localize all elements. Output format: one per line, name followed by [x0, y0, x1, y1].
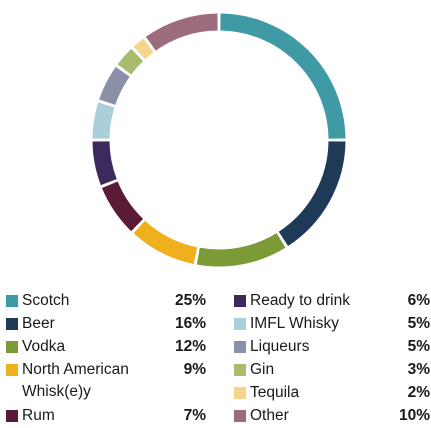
- legend-value-imfl-whisky: 5%: [407, 315, 430, 332]
- legend-value-beer: 16%: [174, 315, 206, 332]
- legend-item-beer: Beer 16%: [6, 313, 206, 336]
- legend-item-tequila: Tequila 2%: [234, 382, 430, 405]
- legend-item-north-american-whiskey: North American Whisk(e)y 9%: [6, 359, 206, 405]
- legend-label-rum: Rum: [22, 407, 55, 424]
- legend-value-north-american-whiskey: 9%: [183, 361, 206, 378]
- legend-item-imfl-whisky: IMFL Whisky 5%: [234, 313, 430, 336]
- legend-label-scotch: Scotch: [22, 292, 70, 309]
- legend-item-liqueurs: Liqueurs 5%: [234, 336, 430, 359]
- donut-segment-ready-to-drink: [92, 141, 117, 186]
- donut-segment-rum: [101, 181, 144, 232]
- legend-label-liqueurs: Liqueurs: [250, 338, 310, 355]
- legend-swatch-rum: [6, 410, 18, 422]
- legend-swatch-imfl-whisky: [234, 318, 246, 330]
- legend-label-other: Other: [250, 407, 289, 424]
- donut-segment-tequila: [133, 38, 154, 60]
- legend-swatch-liqueurs: [234, 341, 246, 353]
- donut-segment-other: [145, 13, 218, 51]
- legend-item-ready-to-drink: Ready to drink 6%: [234, 290, 430, 313]
- legend: Scotch 25% Beer 16% Vodka 12% North Amer…: [0, 290, 431, 426]
- legend-swatch-ready-to-drink: [234, 295, 246, 307]
- donut-segment-vodka: [196, 233, 286, 267]
- donut-segment-scotch: [220, 13, 346, 139]
- legend-swatch-scotch: [6, 295, 18, 307]
- legend-value-gin: 3%: [407, 361, 430, 378]
- legend-label-tequila: Tequila: [250, 384, 300, 401]
- legend-label-imfl-whisky: IMFL Whisky: [250, 315, 339, 332]
- legend-item-other: Other 10%: [234, 405, 430, 428]
- donut-segment-north-american-whisk-e-y: [133, 220, 198, 264]
- donut-segment-imfl-whisky: [92, 102, 115, 139]
- legend-swatch-gin: [234, 364, 246, 376]
- legend-value-liqueurs: 5%: [407, 338, 430, 355]
- legend-swatch-beer: [6, 318, 18, 330]
- legend-label-ready-to-drink: Ready to drink: [250, 292, 350, 309]
- legend-column-right: Ready to drink 6% IMFL Whisky 5% Liqueur…: [234, 290, 430, 428]
- donut-chart: [92, 13, 346, 267]
- legend-item-rum: Rum 7%: [6, 405, 206, 428]
- legend-value-vodka: 12%: [174, 338, 206, 355]
- legend-item-gin: Gin 3%: [234, 359, 430, 382]
- legend-value-other: 10%: [398, 407, 430, 424]
- legend-item-scotch: Scotch 25%: [6, 290, 206, 313]
- donut-segment-liqueurs: [99, 66, 130, 106]
- legend-label-beer: Beer: [22, 315, 55, 332]
- legend-label-vodka: Vodka: [22, 338, 66, 355]
- legend-swatch-tequila: [234, 387, 246, 399]
- legend-swatch-other: [234, 410, 246, 422]
- legend-value-tequila: 2%: [407, 384, 430, 401]
- legend-label-gin: Gin: [250, 361, 275, 378]
- legend-label-north-american-whiskey: North American Whisk(e)y: [22, 361, 129, 400]
- legend-column-left: Scotch 25% Beer 16% Vodka 12% North Amer…: [6, 290, 206, 428]
- legend-swatch-north-american-whiskey: [6, 364, 18, 376]
- legend-value-ready-to-drink: 6%: [407, 292, 430, 309]
- legend-item-vodka: Vodka 12%: [6, 336, 206, 359]
- legend-value-scotch: 25%: [174, 292, 206, 309]
- donut-segment-gin: [117, 48, 144, 75]
- donut-segment-beer: [278, 141, 346, 246]
- legend-swatch-vodka: [6, 341, 18, 353]
- legend-value-rum: 7%: [183, 407, 206, 424]
